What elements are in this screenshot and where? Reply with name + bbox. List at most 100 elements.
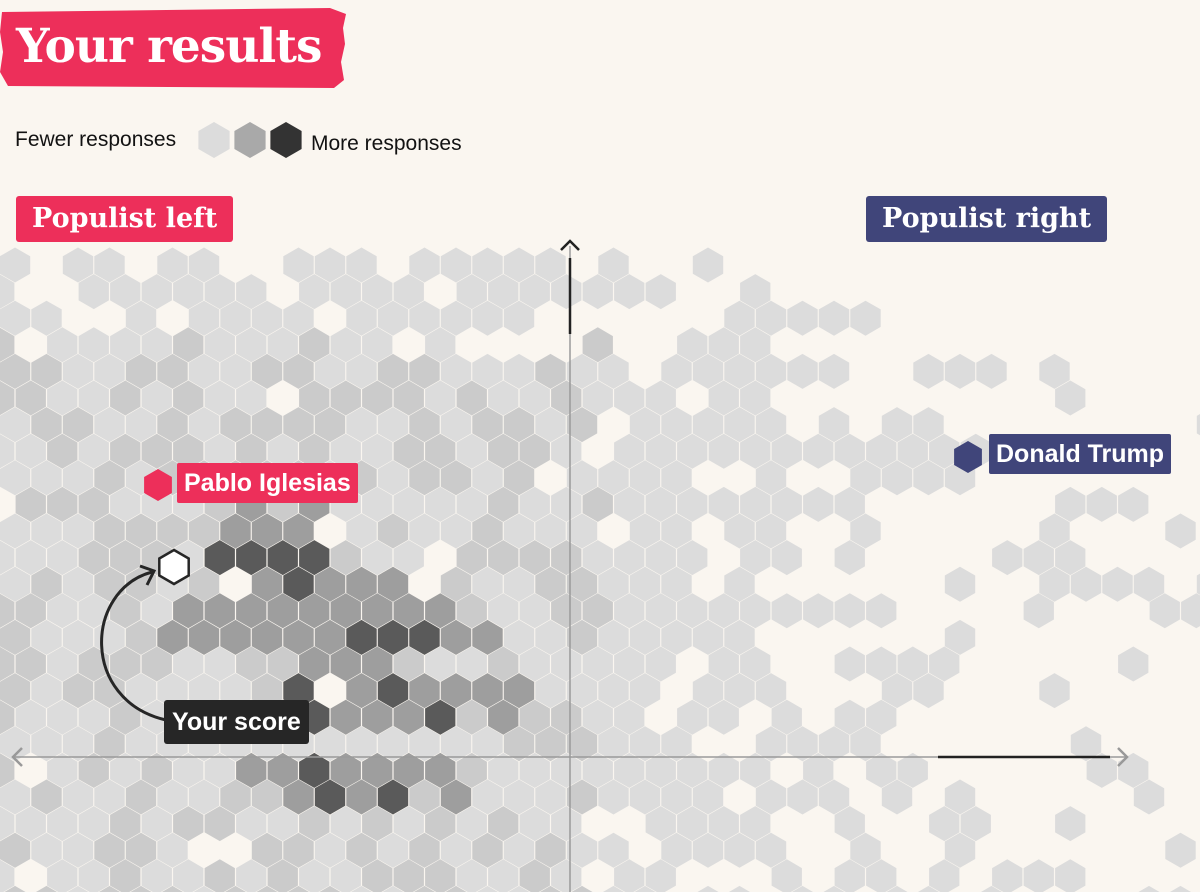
hexbin-cell	[724, 407, 755, 443]
hexbin-cell	[15, 699, 46, 735]
hexbin-cell	[377, 673, 409, 709]
hexbin-cell	[913, 460, 944, 496]
hexbin-cell	[15, 646, 46, 682]
hexbin-cell	[456, 859, 487, 892]
x-axis-arrow-icon	[1117, 747, 1129, 767]
hexbin-cell	[330, 699, 361, 735]
hexbin-cell	[614, 699, 645, 735]
hexbin-cell	[425, 327, 456, 363]
hexbin-cell	[425, 593, 456, 629]
hexbin-cell	[0, 300, 31, 336]
hexbin-cell	[929, 859, 960, 892]
hexbin-cell	[503, 513, 535, 549]
hexbin-cell	[125, 300, 157, 336]
hexbin-cell	[1055, 540, 1086, 576]
hexbin-cell	[823, 885, 845, 892]
hexbin-cell	[850, 513, 881, 549]
hexbin-cell	[62, 513, 94, 549]
hexbin-cell	[78, 806, 109, 842]
hexbin-cell	[267, 433, 298, 469]
hexbin-cell	[125, 726, 157, 762]
hexbin-cell	[602, 885, 625, 892]
hexbin-cell	[598, 460, 629, 496]
hexbin-cell	[362, 699, 393, 735]
hexbin-cell	[866, 646, 897, 682]
hexbin-cell	[582, 540, 613, 576]
hexbin-cell	[157, 247, 188, 283]
hexbin-cell	[850, 726, 881, 762]
hexbin-cell	[755, 673, 787, 709]
hexbin-cell	[47, 380, 78, 416]
hexbin-cell	[31, 726, 62, 762]
hexbin-cell	[472, 513, 503, 549]
hexbin-cell	[15, 593, 46, 629]
hexbin-cell	[283, 407, 314, 443]
hexbin-cell	[0, 646, 15, 682]
hexbin-cell	[645, 859, 676, 892]
hexbin-cell	[445, 885, 467, 892]
hexbin-cell	[629, 726, 661, 762]
hexbin-cell	[1149, 593, 1180, 629]
hexbin-cell	[362, 859, 393, 892]
hexbin-cell	[346, 513, 377, 549]
hexbin-cell	[913, 407, 944, 443]
hexbin-cell	[503, 407, 535, 443]
hexbin-cell	[755, 726, 787, 762]
hexbin-cell	[299, 646, 330, 682]
hexbin-cell	[834, 540, 865, 576]
hexbin-cell	[456, 593, 487, 629]
hexbin-cell	[204, 646, 235, 682]
hexbin-cell	[677, 593, 708, 629]
hexbin-cell	[929, 433, 960, 469]
hexbin-cell	[740, 752, 771, 788]
hexbin-cell	[110, 486, 141, 522]
hexbin-cell	[314, 566, 346, 602]
hexbin-cell	[425, 486, 456, 522]
hexbin-cell	[629, 673, 661, 709]
hexbin-cell	[1118, 646, 1149, 682]
hexbin-cell	[724, 832, 755, 868]
hexbin-cell	[377, 300, 409, 336]
hexbin-cell	[362, 646, 393, 682]
hexbin-cell	[755, 832, 787, 868]
hexbin-cell	[440, 619, 472, 655]
hexbin-cell	[62, 832, 94, 868]
hexbin-cell	[519, 540, 550, 576]
legend-high-label: More responses	[311, 132, 462, 155]
hexbin-cell	[566, 673, 598, 709]
hexbin-cell	[818, 300, 850, 336]
hexbin-cell	[551, 699, 582, 735]
hexbin-cell	[582, 380, 613, 416]
your-score-arrow	[100, 570, 167, 722]
hexbin-cell	[472, 832, 503, 868]
hexbin-cell	[980, 885, 1003, 892]
hexbin-cell	[535, 619, 566, 655]
hexbin-cell	[724, 513, 755, 549]
hexbin-cell	[0, 513, 31, 549]
marker-your-score	[158, 548, 190, 586]
hexbin-cell	[677, 327, 708, 363]
hexbin-cell	[346, 407, 377, 443]
hexbin-cell	[251, 619, 283, 655]
hexbin-cell	[425, 699, 456, 735]
hexbin-cell	[771, 486, 802, 522]
hexbin-cell	[346, 300, 377, 336]
hexbin-cell	[157, 407, 188, 443]
hexbin-cell	[1086, 486, 1117, 522]
hexbin-cell	[551, 646, 582, 682]
hexbin-cell	[503, 300, 535, 336]
hexbin-cell	[866, 699, 897, 735]
hexbin-cell	[614, 540, 645, 576]
hexbin-cell	[0, 274, 15, 309]
hexbin-cell	[645, 486, 676, 522]
hexbin-cell	[283, 619, 314, 655]
hexbin-cell	[393, 274, 424, 310]
hexbin-cell	[236, 327, 267, 363]
x-axis-left-arrow-icon	[11, 747, 23, 767]
hexbin-cell	[582, 327, 613, 363]
hexbin-cell	[472, 407, 503, 443]
hexbin-cell	[692, 779, 724, 815]
hexbin-cell	[78, 274, 109, 310]
hexbin-cell	[1165, 832, 1196, 868]
hexbin-cell	[409, 832, 440, 868]
